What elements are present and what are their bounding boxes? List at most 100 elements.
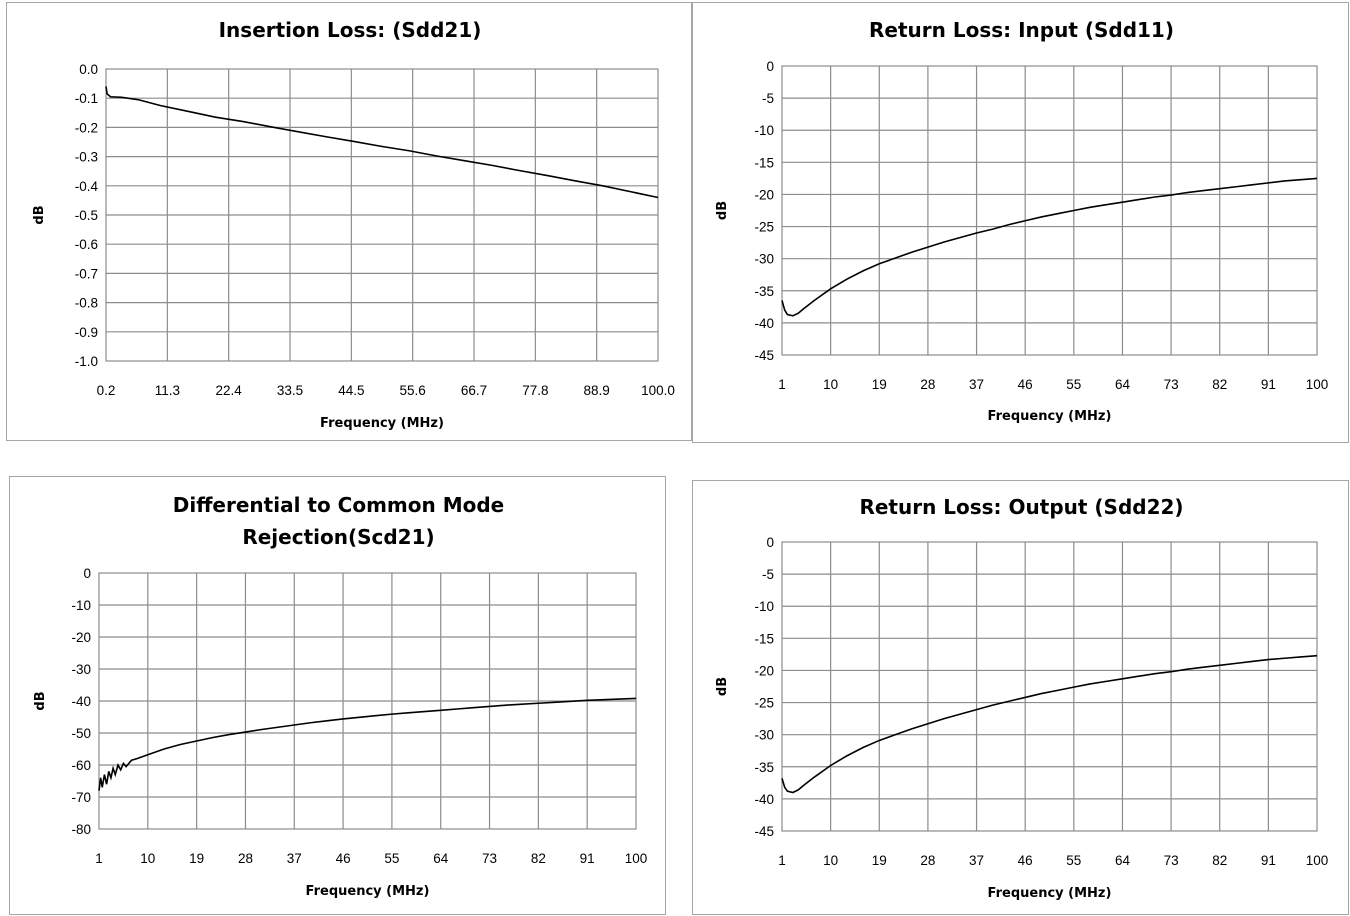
x-tick-label: 0.2 bbox=[97, 383, 116, 398]
x-tick-label: 82 bbox=[1212, 853, 1227, 868]
x-tick-label: 82 bbox=[531, 851, 546, 866]
y-tick-label: -25 bbox=[754, 696, 774, 711]
x-tick-label: 91 bbox=[580, 851, 595, 866]
plot-area bbox=[105, 68, 659, 362]
y-tick-label: -40 bbox=[754, 792, 774, 807]
x-tick-label: 73 bbox=[1164, 377, 1179, 392]
y-tick-label: -25 bbox=[754, 220, 774, 235]
x-tick-label: 19 bbox=[189, 851, 204, 866]
x-tick-label: 10 bbox=[823, 377, 838, 392]
y-tick-label: -15 bbox=[754, 631, 774, 646]
y-tick-label: -0.6 bbox=[75, 237, 98, 252]
y-tick-label: -0.8 bbox=[75, 296, 98, 311]
x-axis-label: Frequency (MHz) bbox=[306, 884, 430, 899]
y-tick-label: -35 bbox=[754, 284, 774, 299]
y-tick-label: -15 bbox=[754, 155, 774, 170]
y-tick-label: 0 bbox=[83, 566, 91, 581]
y-tick-label: -0.1 bbox=[75, 91, 98, 106]
chart-title: Insertion Loss: (Sdd21) bbox=[219, 18, 482, 42]
chart-title: Differential to Common Mode bbox=[173, 493, 504, 517]
y-tick-label: -0.7 bbox=[75, 266, 98, 281]
x-tick-label: 22.4 bbox=[216, 383, 243, 398]
y-tick-label: -30 bbox=[754, 252, 774, 267]
y-tick-label: -5 bbox=[762, 91, 774, 106]
x-tick-label: 37 bbox=[969, 377, 984, 392]
y-tick-label: -40 bbox=[71, 694, 91, 709]
y-axis-label: dB bbox=[32, 205, 47, 224]
y-tick-label: 0 bbox=[766, 59, 774, 74]
chart-title: Return Loss: Input (Sdd11) bbox=[869, 18, 1174, 42]
chart-canvas: Return Loss: Input (Sdd11) 1 10 19 28 37 46 55 6… bbox=[715, 18, 1328, 424]
x-tick-label: 77.8 bbox=[522, 383, 548, 398]
chart-common-mode-rejection: Differential to Common Mode Rejection(Scd… bbox=[9, 476, 666, 915]
x-tick-label: 55 bbox=[1066, 377, 1081, 392]
x-tick-label: 19 bbox=[872, 377, 887, 392]
x-tick-label: 64 bbox=[433, 851, 449, 866]
x-axis-label: Frequency (MHz) bbox=[988, 886, 1112, 901]
y-tick-label: -1.0 bbox=[75, 354, 98, 369]
y-tick-label: -30 bbox=[71, 662, 91, 677]
x-tick-label: 1 bbox=[95, 851, 103, 866]
x-tick-label: 19 bbox=[872, 853, 887, 868]
y-tick-label: -10 bbox=[754, 123, 774, 138]
y-tick-label: -5 bbox=[762, 567, 774, 582]
series-line bbox=[98, 697, 637, 791]
y-tick-label: -35 bbox=[754, 760, 774, 775]
y-tick-label: -70 bbox=[71, 790, 91, 805]
plot-area bbox=[98, 572, 637, 830]
y-tick-label: -45 bbox=[754, 348, 774, 363]
x-tick-label: 28 bbox=[238, 851, 253, 866]
y-tick-label: -0.9 bbox=[75, 325, 98, 340]
y-axis-label: dB bbox=[715, 201, 730, 220]
y-tick-label: 0 bbox=[766, 535, 774, 550]
x-tick-label: 46 bbox=[336, 851, 351, 866]
y-tick-label: -0.5 bbox=[75, 208, 98, 223]
y-tick-label: -20 bbox=[754, 663, 774, 678]
x-tick-label: 100 bbox=[1306, 853, 1329, 868]
x-tick-label: 66.7 bbox=[461, 383, 487, 398]
y-tick-label: -20 bbox=[71, 630, 91, 645]
plot-area bbox=[781, 65, 1318, 356]
y-axis-label: dB bbox=[715, 677, 730, 696]
x-tick-label: 28 bbox=[920, 853, 935, 868]
x-tick-label: 91 bbox=[1261, 853, 1276, 868]
y-tick-label: -10 bbox=[754, 599, 774, 614]
chart-return-loss-input: Return Loss: Input (Sdd11) 1 10 19 28 37 46 55 6… bbox=[692, 2, 1349, 443]
x-tick-label: 82 bbox=[1212, 377, 1227, 392]
x-tick-label: 28 bbox=[920, 377, 935, 392]
y-tick-label: -80 bbox=[71, 822, 91, 837]
x-tick-label: 46 bbox=[1018, 853, 1033, 868]
x-tick-label: 1 bbox=[778, 377, 786, 392]
y-tick-label: -50 bbox=[71, 726, 91, 741]
y-tick-label: -40 bbox=[754, 316, 774, 331]
x-tick-label: 64 bbox=[1115, 853, 1131, 868]
x-tick-label: 10 bbox=[140, 851, 155, 866]
chart-canvas: Insertion Loss: (Sdd21) 0.2 11.3 22.4 33.5 44… bbox=[32, 18, 675, 431]
x-tick-label: 88.9 bbox=[584, 383, 610, 398]
x-tick-label: 55 bbox=[1066, 853, 1081, 868]
chart-title: Return Loss: Output (Sdd22) bbox=[859, 495, 1183, 519]
x-tick-label: 37 bbox=[969, 853, 984, 868]
y-tick-label: -10 bbox=[71, 598, 91, 613]
x-tick-label: 37 bbox=[287, 851, 302, 866]
chart-canvas: Return Loss: Output (Sdd22) 1 10 19 28 37 46 55… bbox=[715, 495, 1329, 901]
plot-area bbox=[781, 541, 1318, 832]
series-line bbox=[105, 86, 659, 199]
x-tick-label: 10 bbox=[823, 853, 838, 868]
x-tick-label: 64 bbox=[1115, 377, 1131, 392]
y-tick-label: -60 bbox=[71, 758, 91, 773]
y-tick-label: -45 bbox=[754, 824, 774, 839]
x-axis-label: Frequency (MHz) bbox=[988, 409, 1112, 424]
x-tick-label: 100.0 bbox=[641, 383, 675, 398]
y-tick-label: -30 bbox=[754, 728, 774, 743]
y-tick-label: -20 bbox=[754, 187, 774, 202]
x-tick-label: 46 bbox=[1018, 377, 1033, 392]
x-tick-label: 11.3 bbox=[155, 383, 180, 398]
x-tick-label: 1 bbox=[778, 853, 786, 868]
x-tick-label: 55 bbox=[384, 851, 399, 866]
x-tick-label: 73 bbox=[482, 851, 497, 866]
chart-insertion-loss: Insertion Loss: (Sdd21) 0.2 11.3 22.4 33.5 44… bbox=[6, 2, 692, 441]
x-tick-label: 44.5 bbox=[338, 383, 364, 398]
x-axis-label: Frequency (MHz) bbox=[320, 416, 444, 431]
series-line bbox=[781, 654, 1318, 794]
